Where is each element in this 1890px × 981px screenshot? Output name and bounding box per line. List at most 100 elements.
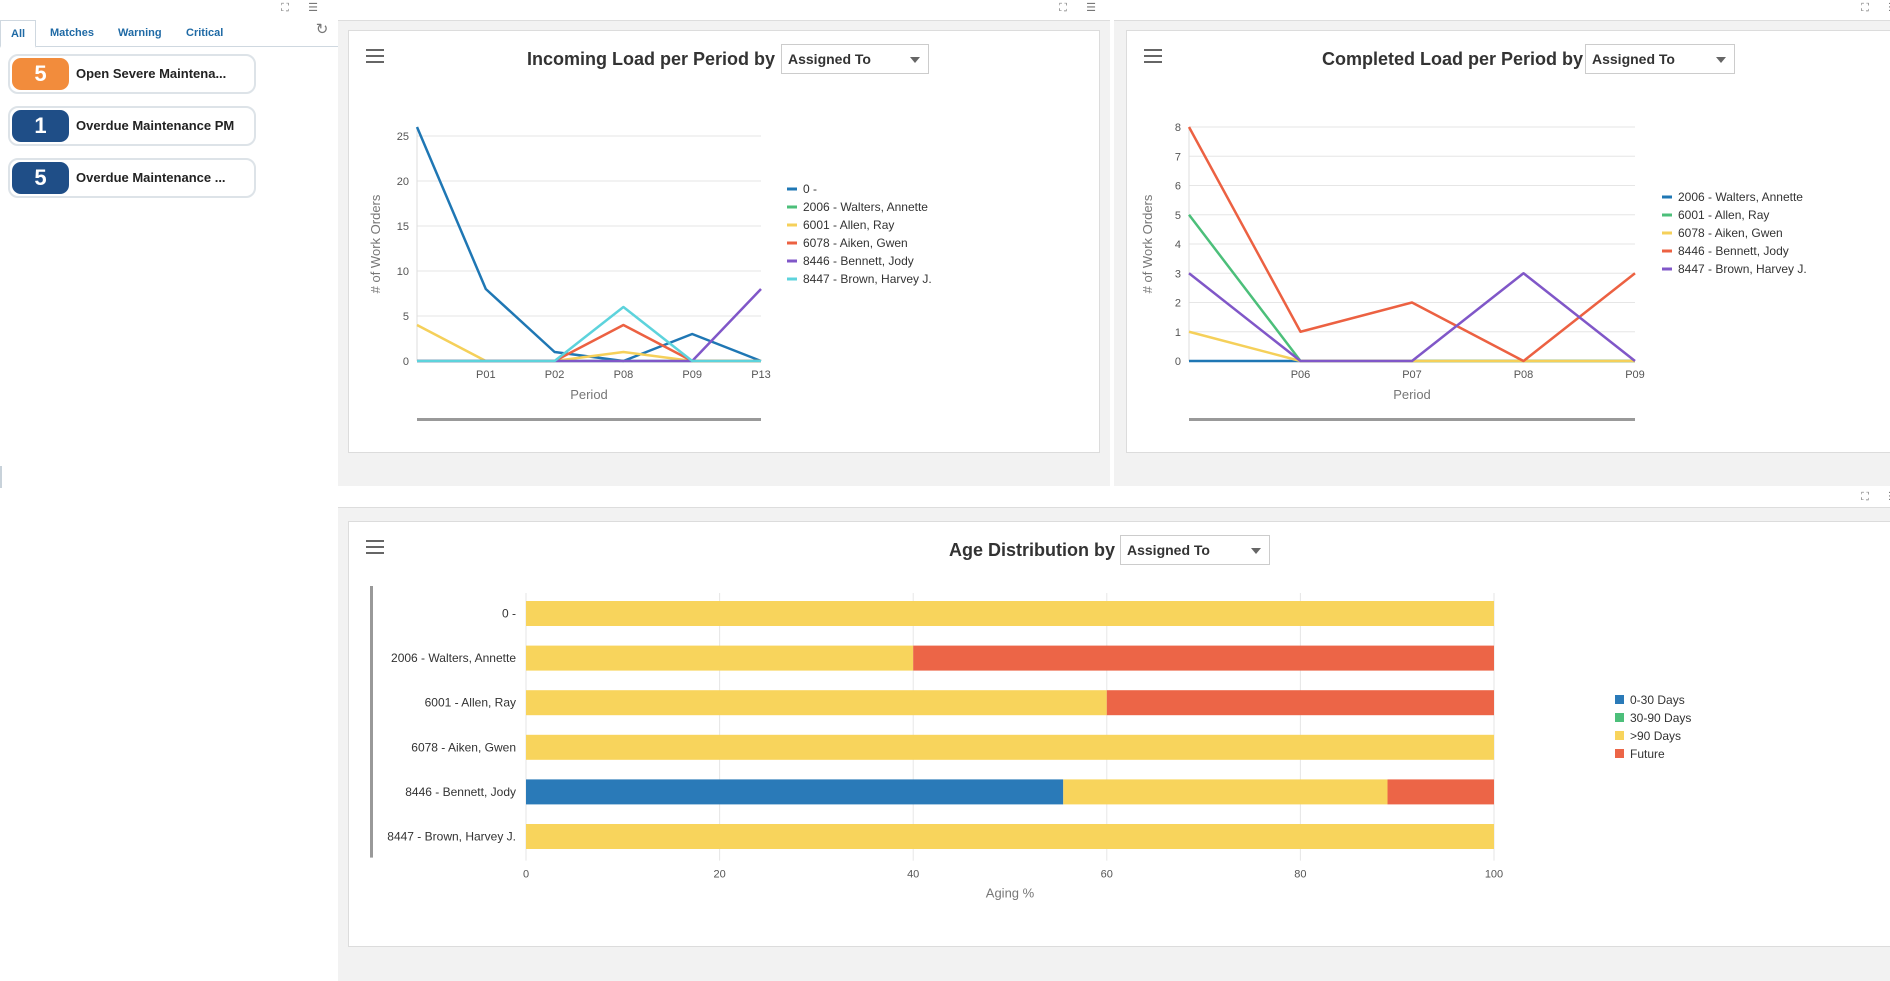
- tab-critical[interactable]: Critical: [186, 27, 224, 39]
- splitter-handle[interactable]: [0, 466, 2, 488]
- completed-chart-card: Completed Load per Period by Assigned To…: [1126, 30, 1890, 453]
- panel-toolbar: ⛶ ☰: [1114, 0, 1890, 21]
- category-label: 6078 - Aiken, Gwen: [411, 740, 516, 754]
- x-axis-title: Aging %: [986, 886, 1035, 901]
- legend-label: 8447 - Brown, Harvey J.: [803, 272, 932, 286]
- panel-menu-icon[interactable]: ☰: [308, 2, 318, 14]
- group-by-dropdown[interactable]: Assigned To: [1120, 535, 1270, 565]
- maximize-icon[interactable]: ⛶: [1861, 2, 1869, 14]
- panel-menu-icon[interactable]: ☰: [1886, 491, 1890, 504]
- alert-count-badge: 5: [12, 58, 69, 90]
- alerts-panel: ⛶ ☰ All Matches Warning Critical ↻ 5 Ope…: [0, 0, 338, 981]
- series-line: [1188, 272, 1636, 363]
- legend-swatch: [1615, 713, 1624, 722]
- y-tick-label: 5: [1175, 210, 1181, 222]
- refresh-icon[interactable]: ↻: [315, 21, 329, 38]
- x-tick-label: 20: [713, 869, 725, 881]
- tab-all[interactable]: All: [0, 20, 37, 48]
- category-label: 6001 - Allen, Ray: [425, 696, 516, 710]
- x-tick-label: P09: [1625, 369, 1645, 381]
- maximize-icon[interactable]: ⛶: [1861, 491, 1869, 503]
- alert-label: Overdue Maintenance PM: [76, 118, 235, 133]
- x-tick-label: P06: [1291, 369, 1311, 381]
- incoming-line-chart: 0 5 10 15 20 25 P01 P02 P08 P09 P13 Period # of Work…: [368, 126, 932, 421]
- alert-card-overdue-pm[interactable]: 1 Overdue Maintenance PM: [8, 106, 256, 146]
- chevron-down-icon: [910, 57, 920, 63]
- x-tick-label: 80: [1294, 869, 1306, 881]
- panel-menu-icon[interactable]: ☰: [1086, 2, 1096, 14]
- x-tick-label: P01: [476, 369, 496, 381]
- maximize-icon[interactable]: ⛶: [281, 2, 289, 14]
- legend-label: >90 Days: [1630, 729, 1681, 743]
- legend-label: 8446 - Bennett, Jody: [1678, 244, 1789, 258]
- legend-swatch: [1615, 695, 1624, 704]
- legend-label: 8446 - Bennett, Jody: [803, 254, 914, 268]
- panel-toolbar: ⛶ ☰: [338, 487, 1890, 508]
- x-axis-title: Period: [1393, 387, 1431, 402]
- x-tick-label: 40: [907, 869, 919, 881]
- y-tick-label: 1: [1175, 327, 1181, 339]
- chart-menu-icon[interactable]: [1144, 49, 1162, 65]
- legend-label: 30-90 Days: [1630, 711, 1691, 725]
- scroll-navigator: [370, 586, 373, 858]
- x-tick-label: 60: [1101, 869, 1113, 881]
- y-axis-title: # of Work Orders: [368, 194, 383, 293]
- bar-segment: [526, 645, 914, 671]
- incoming-load-panel: ⛶ ☰ Incoming Load per Period by Assigned…: [338, 0, 1110, 486]
- legend-swatch: [1615, 731, 1624, 740]
- age-distribution-panel: ⛶ ☰ Age Distribution by Assigned To 0 20 4…: [338, 487, 1890, 981]
- legend-label: Future: [1630, 747, 1665, 761]
- panel-menu-icon[interactable]: ☰: [1886, 2, 1890, 15]
- y-tick-label: 3: [1175, 268, 1181, 280]
- x-tick-label: P07: [1402, 369, 1422, 381]
- legend-label: 0 -: [803, 182, 817, 196]
- chart-menu-icon[interactable]: [366, 49, 384, 65]
- alert-count-badge: 1: [12, 110, 69, 142]
- series-line: [1188, 330, 1635, 363]
- group-by-dropdown[interactable]: Assigned To: [1585, 44, 1735, 74]
- y-tick-label: 25: [397, 131, 409, 143]
- y-tick-label: 0: [403, 356, 409, 368]
- completed-load-panel: ⛶ ☰ Completed Load per Period by Assigne…: [1114, 0, 1890, 486]
- alert-card-overdue-maintenance[interactable]: 5 Overdue Maintenance ...: [8, 158, 256, 198]
- alert-card-open-severe[interactable]: 5 Open Severe Maintena...: [8, 54, 256, 94]
- x-tick-label: P08: [1514, 369, 1534, 381]
- panel-toolbar: ⛶ ☰: [338, 0, 1110, 21]
- chart-title: Completed Load per Period by: [1322, 49, 1584, 69]
- bar-segment: [1106, 690, 1494, 716]
- category-label: 0 -: [502, 607, 516, 621]
- series-line: [417, 288, 762, 363]
- legend-swatch: [1615, 749, 1624, 758]
- bar-segment: [526, 734, 1494, 760]
- scroll-navigator: [1189, 418, 1635, 421]
- age-chart-card: Age Distribution by Assigned To 0 20 40 60 8…: [348, 521, 1890, 947]
- legend-label: 2006 - Walters, Annette: [803, 200, 928, 214]
- y-tick-label: 2: [1175, 298, 1181, 310]
- incoming-chart-card: Incoming Load per Period by Assigned To …: [348, 30, 1100, 453]
- dropdown-value: Assigned To: [788, 51, 871, 67]
- chart-menu-icon[interactable]: [366, 540, 384, 556]
- y-tick-label: 15: [397, 221, 409, 233]
- tab-matches[interactable]: Matches: [50, 27, 95, 39]
- series-line: [415, 126, 762, 363]
- maximize-icon[interactable]: ⛶: [1059, 2, 1067, 14]
- scroll-navigator: [417, 418, 761, 421]
- bar-segment: [526, 601, 1494, 626]
- tab-warning[interactable]: Warning: [118, 27, 162, 39]
- chevron-down-icon: [1251, 548, 1261, 554]
- bar-segment: [526, 779, 1064, 805]
- bar-segment: [1063, 779, 1388, 805]
- group-by-dropdown[interactable]: Assigned To: [781, 44, 929, 74]
- x-tick-label: P09: [682, 369, 702, 381]
- chart-title: Age Distribution by: [949, 540, 1115, 560]
- series-line: [1188, 213, 1635, 363]
- bar-segment: [1387, 779, 1494, 805]
- y-tick-label: 6: [1175, 181, 1181, 193]
- x-axis-title: Period: [570, 387, 608, 402]
- series-line: [1187, 126, 1636, 363]
- category-label: 2006 - Walters, Annette: [391, 651, 516, 665]
- bar-segment: [913, 645, 1494, 671]
- completed-line-chart: 0 1 2 3 4 5 6 7 8 P06 P07 P08 P09 Period # of Work Ord…: [1140, 122, 1807, 421]
- legend-label: 6001 - Allen, Ray: [803, 218, 894, 232]
- x-tick-label: 100: [1485, 869, 1503, 881]
